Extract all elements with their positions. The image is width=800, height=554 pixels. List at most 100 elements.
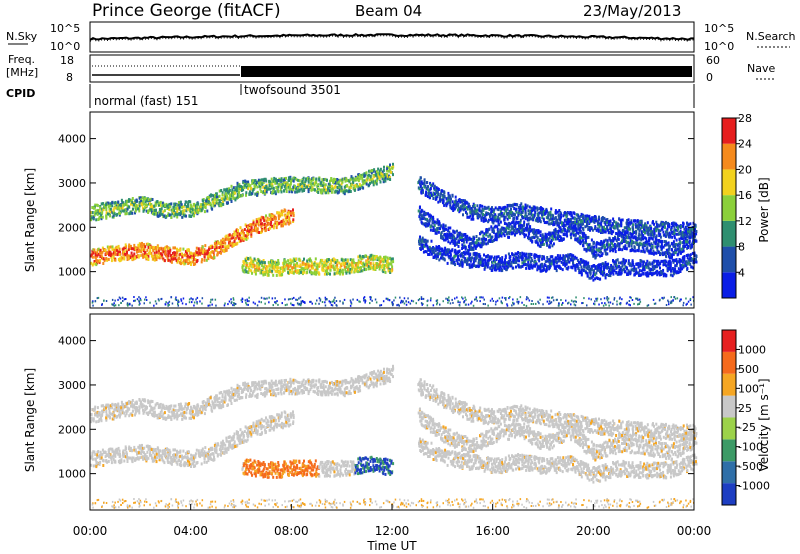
power-cell	[419, 182, 422, 186]
power-cell	[255, 222, 258, 226]
power-cell	[520, 229, 523, 232]
power-cell	[359, 187, 362, 191]
power-cell	[678, 237, 681, 241]
power-cell	[502, 263, 505, 267]
power-cell	[518, 255, 521, 259]
power-cell	[519, 218, 522, 222]
power-cell	[451, 238, 454, 242]
power-cell	[111, 247, 114, 251]
power-cell	[438, 258, 441, 262]
power-cell	[462, 238, 465, 242]
power-cell	[432, 229, 435, 232]
power-cell	[310, 184, 313, 188]
power-cell	[598, 247, 601, 251]
power-cell	[220, 251, 222, 255]
power-cell	[646, 240, 649, 244]
power-cell	[419, 212, 422, 216]
power-cell	[621, 233, 624, 237]
power-cell	[365, 182, 368, 186]
power-cell	[93, 213, 96, 217]
power-cell	[427, 253, 430, 256]
power-cell	[655, 259, 658, 263]
power-cell	[99, 255, 102, 258]
power-cell	[565, 266, 568, 270]
power-cell	[566, 234, 569, 238]
power-cell	[103, 259, 106, 263]
power-cell	[118, 247, 121, 251]
power-cell	[385, 172, 388, 176]
power-cell	[663, 259, 666, 263]
power-cell	[542, 267, 545, 271]
power-cell	[673, 243, 676, 247]
power-cell	[524, 257, 527, 261]
power-cell	[637, 271, 640, 275]
power-cell	[254, 226, 257, 230]
power-cell	[671, 253, 674, 257]
power-cell	[648, 238, 651, 242]
power-cell	[383, 165, 385, 169]
power-cell	[476, 264, 479, 268]
power-cell	[102, 202, 105, 206]
power-cell	[663, 252, 666, 256]
power-cell	[297, 183, 300, 187]
power-cell	[381, 170, 384, 174]
power-cell	[621, 268, 624, 272]
power-cell	[332, 187, 335, 191]
power-cell	[593, 252, 595, 256]
power-cell	[149, 207, 152, 211]
power-cell	[474, 256, 477, 260]
power-cell	[93, 206, 96, 210]
power-cell	[265, 219, 268, 223]
power-cell	[227, 201, 229, 205]
power-cell	[515, 210, 518, 214]
power-cell	[261, 229, 263, 233]
power-cell	[139, 249, 142, 253]
power-cell	[567, 253, 570, 257]
power-cell	[209, 194, 212, 198]
power-cell	[655, 238, 658, 242]
power-cell	[548, 260, 551, 264]
power-cell	[256, 185, 259, 189]
power-cell	[665, 264, 668, 268]
power-cell	[567, 260, 570, 264]
power-cell	[518, 211, 521, 215]
power-cell	[600, 240, 603, 244]
power-cell	[311, 186, 314, 190]
power-cell	[611, 241, 614, 245]
power-cell	[569, 223, 572, 227]
power-cell	[263, 226, 266, 230]
power-cell	[128, 198, 130, 202]
power-cell	[105, 214, 108, 218]
power-cell	[193, 212, 196, 216]
power-cell	[507, 211, 510, 215]
power-cell	[580, 212, 583, 216]
power-cell	[110, 255, 113, 259]
power-cell	[604, 276, 607, 280]
power-cell	[491, 209, 494, 213]
power-cell	[261, 182, 264, 186]
power-cell	[485, 213, 488, 216]
power-cell	[691, 257, 694, 261]
power-cell	[265, 185, 268, 188]
power-cell	[224, 189, 227, 193]
power-cell	[453, 230, 456, 234]
power-cell	[443, 191, 446, 195]
power-cell	[605, 218, 608, 222]
power-cell	[599, 271, 602, 275]
power-cell	[563, 257, 566, 261]
power-cell	[500, 211, 503, 215]
power-cell	[274, 192, 277, 196]
power-cell	[94, 256, 97, 260]
power-cell	[471, 256, 474, 260]
power-cell	[482, 234, 485, 238]
power-cell	[306, 176, 309, 180]
power-cell	[262, 216, 265, 220]
power-cell	[489, 212, 492, 216]
power-cell	[334, 184, 337, 188]
power-cell	[90, 214, 93, 218]
power-cell	[471, 208, 473, 212]
power-cell	[606, 241, 609, 245]
power-cell	[675, 259, 678, 263]
power-cell	[474, 253, 477, 257]
power-cell	[387, 177, 389, 180]
